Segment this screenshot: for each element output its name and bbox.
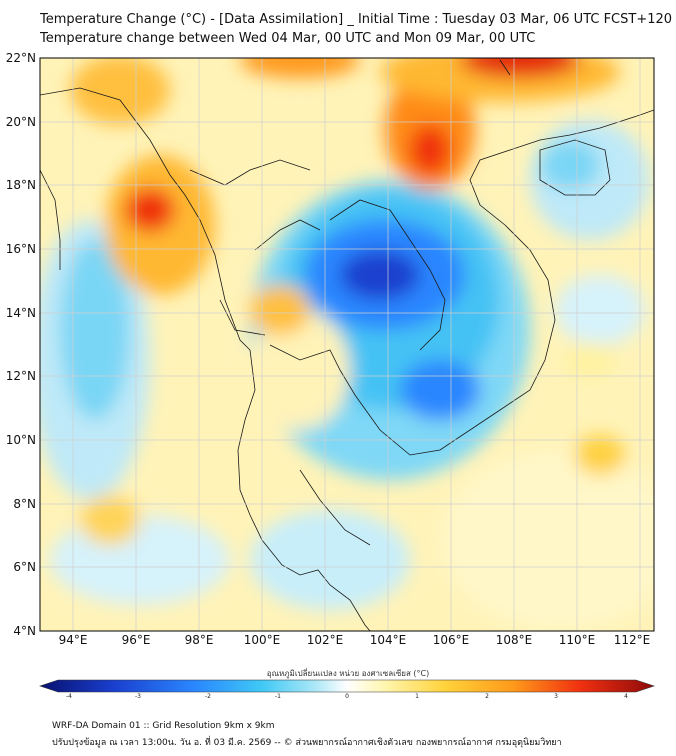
graticule xyxy=(40,58,654,631)
lon-label-110: 110°E xyxy=(558,633,596,647)
lat-label-22: 22°N xyxy=(5,51,36,65)
map-subtitle: Temperature change between Wed 04 Mar, 0… xyxy=(40,31,536,46)
lat-label-8: 8°N xyxy=(13,497,36,511)
lat-label-6: 6°N xyxy=(13,560,36,574)
lon-label-108: 108°E xyxy=(495,633,533,647)
map-border xyxy=(39,57,655,632)
lon-label-104: 104°E xyxy=(369,633,407,647)
colorbar-tick: -4 xyxy=(66,693,72,700)
colorbar-tick: 1 xyxy=(415,693,419,700)
colorbar-tick: -1 xyxy=(275,693,281,700)
lon-label-96: 96°E xyxy=(121,633,151,647)
lat-label-4: 4°N xyxy=(13,624,36,638)
colorbar-tick: 0 xyxy=(345,693,349,700)
map-title: Temperature Change (°C) - [Data Assimila… xyxy=(40,12,673,27)
colorbar-tick: 2 xyxy=(485,693,489,700)
temperature-field xyxy=(40,58,654,631)
lat-label-12: 12°N xyxy=(5,369,36,383)
colorbar-tick: -3 xyxy=(135,693,141,700)
colorbar xyxy=(39,679,655,693)
colorbar-title: อุณหภูมิเปลี่ยนแปลง หน่วย องศาเซลเซียส (… xyxy=(266,669,430,678)
lat-label-16: 16°N xyxy=(5,242,36,256)
coastline-outline xyxy=(40,59,654,631)
lat-label-10: 10°N xyxy=(5,433,36,447)
lon-label-102: 102°E xyxy=(306,633,344,647)
lon-label-106: 106°E xyxy=(432,633,470,647)
lon-label-98: 98°E xyxy=(184,633,214,647)
lon-label-112: 112°E xyxy=(613,633,651,647)
lat-label-18: 18°N xyxy=(5,178,36,192)
colorbar-tick: -2 xyxy=(205,693,211,700)
update-credit: ปรับปรุงข้อมูล ณ เวลา 13:00น. วัน อ. ที่… xyxy=(52,738,562,748)
lon-label-100: 100°E xyxy=(243,633,281,647)
model-info: WRF-DA Domain 01 :: Grid Resolution 9km … xyxy=(52,721,275,731)
lat-label-20: 20°N xyxy=(5,115,36,129)
lon-label-94: 94°E xyxy=(58,633,88,647)
colorbar-tick: 4 xyxy=(624,693,628,700)
colorbar-tick: 3 xyxy=(554,693,558,700)
lat-label-14: 14°N xyxy=(5,306,36,320)
